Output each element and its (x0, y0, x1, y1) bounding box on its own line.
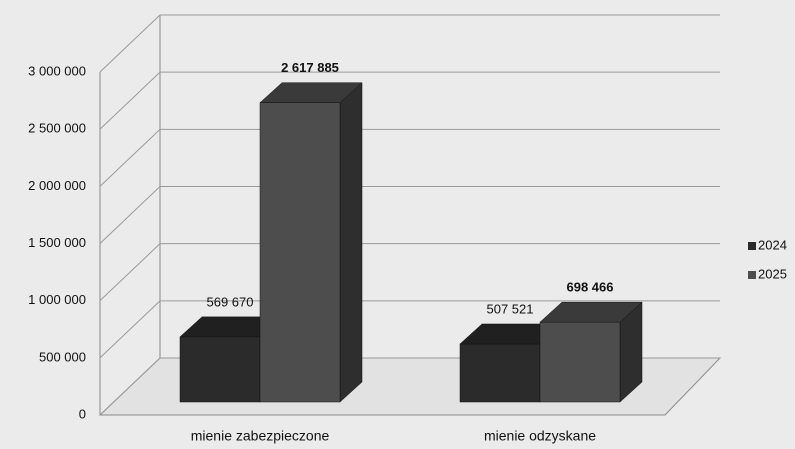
bar (539, 321, 621, 403)
grid-line (99, 300, 720, 359)
bar-top (259, 82, 363, 103)
x-tick-label: mienie odzyskane (484, 428, 596, 444)
legend-label: 2024 (758, 237, 787, 252)
value-label: 2 617 885 (281, 60, 339, 75)
bar-side (339, 82, 363, 403)
x-tick-label: mienie zabezpieczone (191, 428, 330, 444)
legend-label: 2025 (758, 266, 787, 281)
legend-swatch (748, 242, 756, 250)
y-tick-label: 0 (79, 406, 86, 421)
grid-line (99, 186, 720, 244)
bar (179, 336, 261, 403)
bar-top (539, 301, 643, 323)
grid-line (99, 128, 720, 187)
bar (459, 343, 541, 403)
value-label: 569 670 (207, 294, 254, 309)
value-label: 507 521 (487, 301, 534, 316)
grid-line (99, 14, 720, 73)
y-tick-label: 3 000 000 (28, 63, 86, 78)
legend-swatch (748, 271, 756, 279)
grid-line (99, 243, 720, 302)
value-label: 698 466 (567, 280, 614, 295)
y-tick-label: 1 000 000 (28, 292, 86, 307)
y-tick-label: 1 500 000 (28, 235, 86, 250)
y-tick-label: 2 000 000 (28, 178, 86, 193)
bar (259, 102, 341, 403)
y-tick-label: 500 000 (39, 349, 86, 364)
grid-line (99, 71, 720, 130)
y-tick-label: 2 500 000 (28, 121, 86, 136)
